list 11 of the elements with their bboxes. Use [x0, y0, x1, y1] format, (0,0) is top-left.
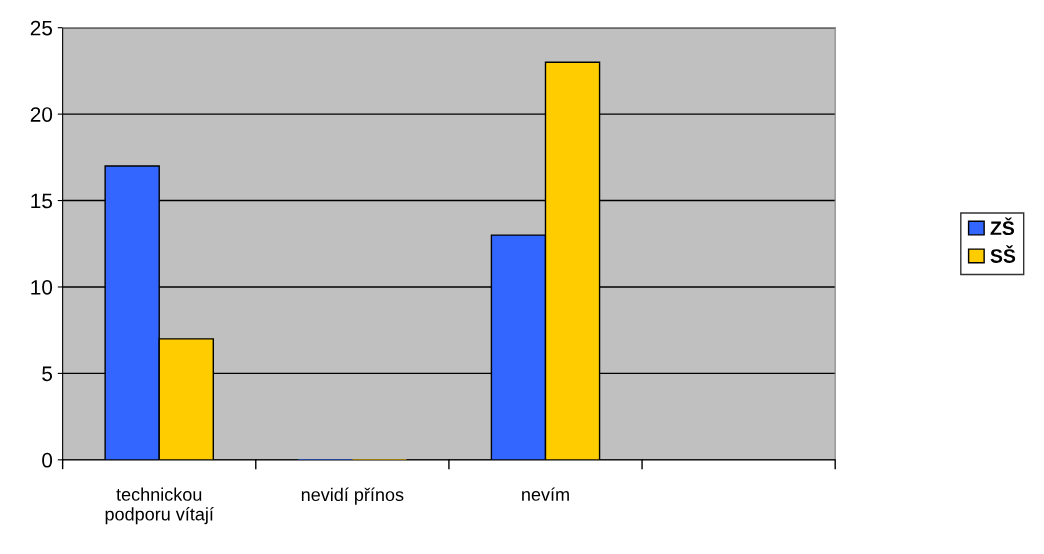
y-tick-label: 25: [30, 20, 53, 36]
x-tick-label: technickou podporu vítají: [105, 487, 214, 525]
y-tick-label: 5: [42, 366, 53, 382]
y-tick-label: 20: [30, 107, 53, 122]
legend-label: ZŠ: [990, 217, 1015, 236]
y-tick-label: 15: [31, 193, 53, 209]
x-tick-label: nevidí přínos: [301, 487, 404, 505]
x-tick-label: nevím: [522, 487, 569, 501]
legend-label: SŠ: [990, 245, 1016, 263]
y-tick-label: 10: [31, 279, 53, 295]
y-tick-label: 0: [42, 452, 53, 468]
